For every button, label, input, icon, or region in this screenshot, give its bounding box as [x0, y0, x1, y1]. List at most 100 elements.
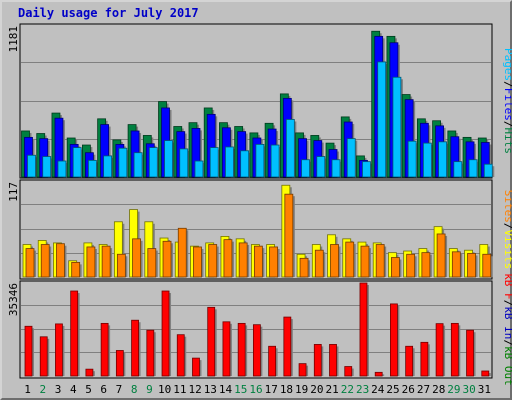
sites-bar [451, 251, 461, 278]
kbf-bar [481, 370, 490, 377]
kbf-bar [405, 345, 414, 377]
kbf-bar [252, 324, 261, 377]
x-tick-label: 28 [432, 383, 445, 396]
pages-bar [392, 76, 402, 178]
legend-item: / [502, 339, 512, 346]
sites-bar [314, 249, 324, 278]
kbf-bar [24, 325, 33, 377]
x-tick-label: 2 [40, 383, 47, 396]
kbf-bar [344, 366, 353, 377]
sites-bar [86, 246, 96, 278]
pages-bar [362, 161, 371, 178]
x-tick-label: 21 [326, 383, 339, 396]
pages-bar [438, 141, 447, 178]
kbf-bar [146, 329, 155, 377]
x-tick-label: 31 [478, 383, 491, 396]
legend-item: Visits [502, 230, 512, 270]
kbf-bar [298, 363, 307, 377]
legend-item: / [502, 121, 512, 128]
x-tick-label: 13 [204, 383, 217, 396]
x-tick-label: 15 [234, 383, 247, 396]
sites-bar [147, 248, 157, 278]
legend-item: kB F [502, 273, 512, 300]
sites-bar [101, 245, 111, 278]
kbf-bar [329, 344, 337, 377]
sites-bar [284, 193, 294, 278]
legend-item: / [502, 81, 512, 88]
kbf-bar [359, 282, 368, 377]
pages-bar [346, 138, 356, 178]
sites-bar [436, 233, 446, 278]
pages-bar [57, 160, 67, 178]
x-tick-label: 19 [295, 383, 308, 396]
sites-bar [421, 252, 431, 278]
sites-bar [223, 239, 233, 278]
pages-bar [255, 143, 265, 178]
legend-1: Pages/Files/Hits [502, 48, 512, 154]
kbf-bar [192, 357, 200, 377]
legend-2: Sites/Visits [502, 190, 512, 270]
legend-item: kB Out [502, 346, 512, 386]
pages-bar [407, 140, 417, 178]
kbf-bar [420, 341, 429, 377]
x-tick-label: 14 [219, 383, 233, 396]
pages-bar [270, 144, 280, 178]
sites-bar [56, 243, 65, 278]
kbf-bar [55, 323, 63, 377]
x-tick-label: 23 [356, 383, 369, 396]
sites-bar [71, 261, 81, 278]
sites-bar [345, 241, 355, 278]
x-tick-label: 4 [70, 383, 77, 396]
x-tick-label: 18 [280, 383, 293, 396]
pages-bar [164, 140, 173, 178]
kbf-bar [435, 323, 444, 377]
sites-bar [25, 248, 35, 278]
kbf-bar [161, 290, 170, 377]
sites-bar [375, 244, 385, 278]
y-max-label: 1181 [7, 26, 20, 53]
kbf-bar [313, 344, 322, 377]
x-tick-label: 20 [310, 383, 323, 396]
kbf-bar [131, 319, 139, 377]
x-tick-label: 25 [386, 383, 399, 396]
x-tick-label: 11 [173, 383, 186, 396]
x-tick-label: 5 [85, 383, 92, 396]
legend-item: Files [502, 88, 512, 121]
x-tick-label: 7 [116, 383, 123, 396]
x-tick-label: 22 [341, 383, 354, 396]
x-tick-label: 17 [265, 383, 278, 396]
pages-bar [209, 147, 219, 178]
pages-bar [148, 147, 158, 178]
pages-bar [240, 150, 250, 178]
pages-bar [468, 159, 478, 178]
kbf-bar [207, 306, 216, 377]
pages-bar [103, 155, 113, 178]
pages-bar [301, 159, 310, 178]
sites-bar [299, 257, 309, 278]
pages-bar [179, 148, 189, 178]
x-tick-label: 3 [55, 383, 62, 396]
legend-item: Pages [502, 48, 512, 81]
sites-bar [482, 253, 492, 278]
y-max-label: 117 [7, 182, 20, 202]
kbf-bar [115, 350, 124, 377]
pages-bar [316, 156, 326, 178]
pages-bar [422, 142, 432, 178]
pages-bar [133, 152, 143, 178]
sites-bar [116, 253, 126, 278]
sites-bar [467, 253, 476, 278]
sites-bar [238, 242, 248, 278]
x-tick-label: 9 [146, 383, 153, 396]
x-tick-label: 30 [463, 383, 476, 396]
sites-bar [330, 244, 339, 278]
legend-item: kB In [502, 306, 512, 339]
pages-bar [118, 147, 128, 178]
sites-bar [253, 245, 263, 278]
kbf-bar [283, 316, 292, 377]
legend-item: / [502, 300, 512, 307]
sites-bar [269, 246, 279, 278]
pages-bar [285, 119, 295, 178]
kbf-bar [450, 322, 459, 377]
x-tick-label: 24 [371, 383, 385, 396]
y-max-label: 35346 [7, 283, 20, 316]
